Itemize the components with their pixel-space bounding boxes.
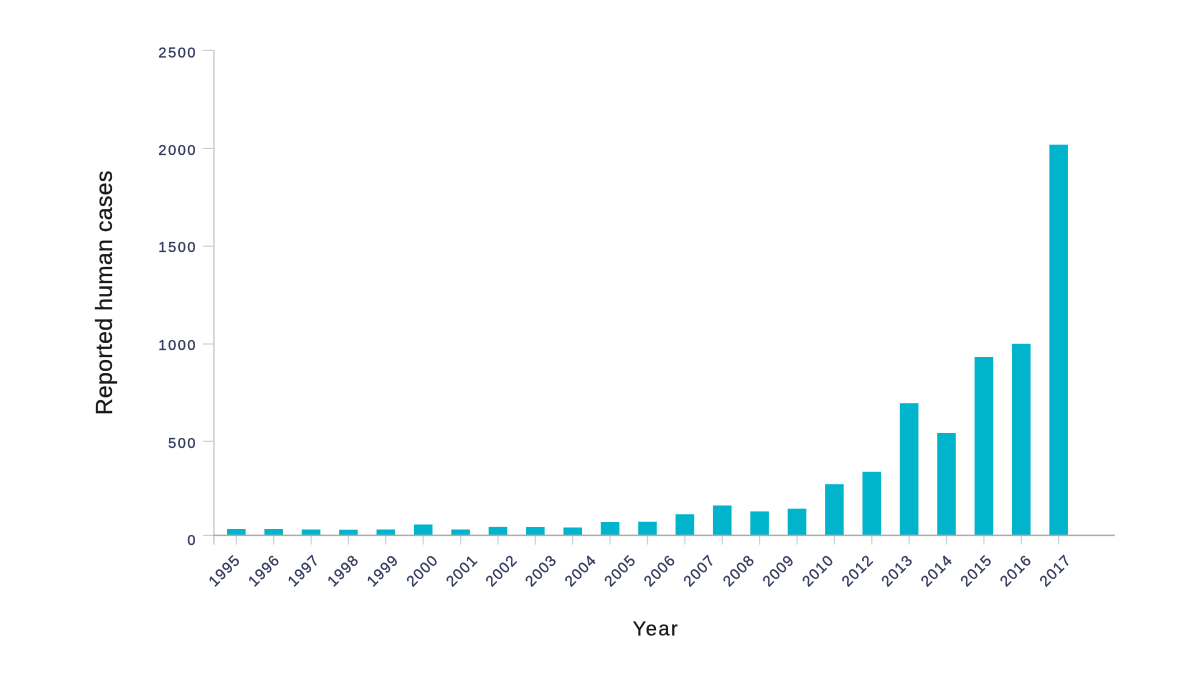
svg-text:0: 0 bbox=[187, 533, 197, 549]
svg-text:1500: 1500 bbox=[158, 240, 197, 256]
svg-text:Year: Year bbox=[633, 619, 679, 641]
svg-text:500: 500 bbox=[168, 436, 197, 452]
svg-text:Reported human cases: Reported human cases bbox=[91, 170, 117, 415]
svg-text:2005: 2005 bbox=[601, 552, 639, 590]
svg-text:2500: 2500 bbox=[158, 46, 197, 62]
svg-text:1000: 1000 bbox=[158, 338, 197, 354]
svg-text:2000: 2000 bbox=[158, 143, 197, 159]
